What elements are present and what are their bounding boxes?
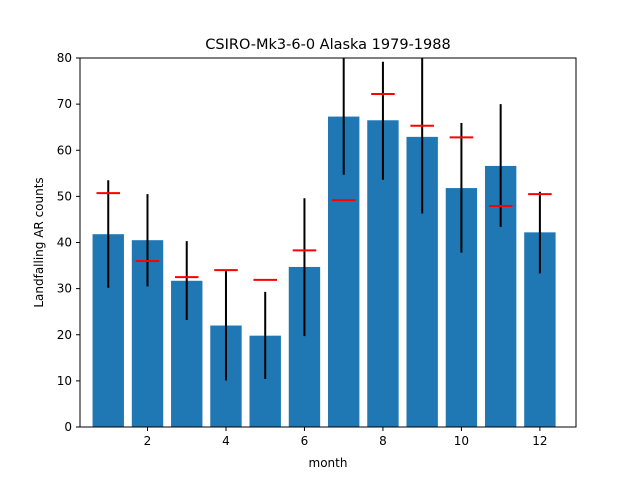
plot-area [92, 58, 556, 428]
y-axis: 0 10 20 30 40 50 60 70 80 [57, 51, 80, 434]
y-tick-label-30: 30 [57, 282, 72, 296]
chart-title: CSIRO-Mk3-6-0 Alaska 1979-1988 [205, 37, 450, 53]
y-tick-label-70: 70 [57, 97, 72, 111]
x-axis-label: month [309, 456, 348, 470]
x-tick-label-8: 8 [379, 434, 387, 448]
x-tick-label-12: 12 [532, 434, 547, 448]
x-tick-label-6: 6 [301, 434, 309, 448]
y-tick-label-50: 50 [57, 189, 72, 203]
x-tick-label-4: 4 [222, 434, 230, 448]
y-tick-label-10: 10 [57, 374, 72, 388]
x-tick-label-10: 10 [454, 434, 469, 448]
y-tick-label-80: 80 [57, 51, 72, 65]
x-axis: 2 4 6 8 10 12 [144, 427, 548, 448]
y-axis-label: Landfalling AR counts [32, 177, 46, 307]
y-tick-label-20: 20 [57, 328, 72, 342]
y-tick-label-40: 40 [57, 236, 72, 250]
y-tick-label-0: 0 [64, 420, 72, 434]
x-tick-label-2: 2 [144, 434, 152, 448]
y-tick-label-60: 60 [57, 143, 72, 157]
